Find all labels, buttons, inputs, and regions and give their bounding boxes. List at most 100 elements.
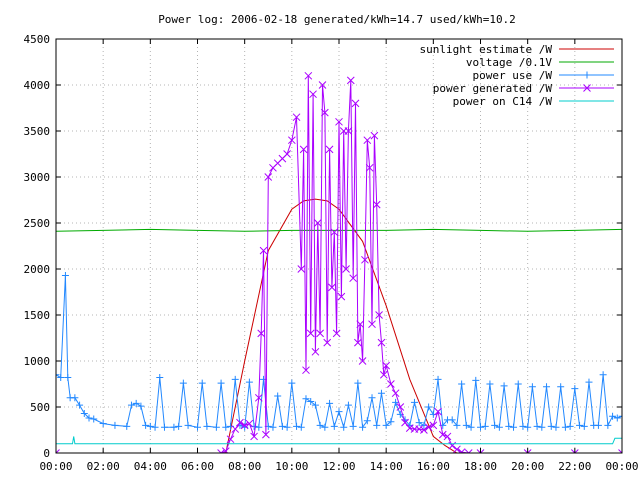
data-point (415, 425, 424, 433)
data-point (457, 448, 466, 453)
data-point (254, 393, 263, 402)
data-point (557, 383, 565, 391)
data-point (323, 338, 332, 347)
data-point (410, 398, 418, 406)
data-point (245, 378, 253, 386)
data-point (61, 271, 69, 279)
legend-label: power generated /W (433, 82, 553, 95)
data-point (203, 422, 211, 430)
data-point (198, 379, 206, 387)
data-point (137, 402, 145, 410)
data-point (382, 361, 391, 370)
legend-label: power on C14 /W (453, 95, 553, 108)
data-point (194, 423, 201, 431)
data-point (477, 423, 484, 431)
data-point (71, 394, 79, 402)
data-point (458, 380, 466, 388)
data-point (306, 329, 315, 338)
data-point (321, 423, 329, 431)
data-point (302, 395, 310, 403)
data-point (571, 385, 579, 393)
data-point (576, 421, 584, 429)
x-tick-label: 20:00 (511, 460, 544, 473)
x-tick-label: 22:00 (558, 460, 591, 473)
data-point (505, 422, 513, 430)
data-point (293, 422, 301, 430)
data-point (377, 389, 385, 397)
x-tick-label: 00:00 (605, 460, 638, 473)
data-point (179, 379, 187, 387)
data-point (429, 421, 438, 430)
data-point (226, 435, 235, 444)
data-point (304, 71, 313, 80)
data-point (481, 422, 489, 430)
data-point (217, 379, 225, 387)
data-point (212, 423, 220, 431)
data-point (335, 117, 343, 126)
data-point (387, 418, 395, 426)
data-point (405, 424, 414, 433)
data-point (361, 255, 369, 264)
data-point (434, 375, 442, 383)
data-point (297, 423, 305, 431)
data-point (330, 422, 338, 430)
data-point (325, 145, 334, 154)
data-point (363, 417, 371, 425)
data-point (283, 150, 291, 158)
data-point (375, 311, 383, 319)
data-point (99, 420, 107, 428)
data-point (583, 84, 591, 92)
data-point (283, 423, 291, 431)
data-point (401, 418, 409, 427)
y-tick-label: 0 (43, 447, 50, 460)
series-4 (56, 436, 622, 445)
data-point (424, 423, 433, 432)
x-tick-label: 16:00 (417, 460, 450, 473)
x-tick-label: 18:00 (464, 460, 497, 473)
data-point (524, 423, 532, 431)
data-point (613, 414, 621, 422)
data-point (318, 81, 327, 89)
data-point (618, 449, 622, 453)
data-point (443, 432, 452, 441)
data-point (344, 127, 353, 135)
series-line (56, 75, 622, 453)
data-point (80, 409, 88, 417)
data-point (111, 421, 119, 429)
data-point (354, 338, 362, 347)
data-point (287, 136, 296, 145)
data-point (396, 403, 405, 411)
data-point (307, 397, 315, 405)
data-point (618, 412, 622, 420)
data-point (368, 320, 376, 329)
data-point (604, 421, 612, 429)
data-point (344, 401, 352, 409)
x-tick-label: 12:00 (322, 460, 355, 473)
data-point (354, 379, 362, 387)
data-point (566, 422, 574, 430)
data-point (387, 380, 395, 388)
data-point (346, 76, 355, 85)
data-point (368, 394, 376, 402)
series-3 (56, 71, 622, 453)
data-point (175, 422, 183, 430)
data-point (231, 375, 239, 383)
data-point (351, 99, 360, 108)
data-point (320, 108, 329, 117)
data-point (146, 422, 154, 430)
data-point (609, 412, 617, 420)
data-point (585, 378, 593, 386)
data-point (365, 163, 374, 172)
data-point (500, 382, 508, 390)
data-point (599, 371, 607, 379)
data-point (594, 421, 602, 429)
data-point (184, 421, 192, 429)
series-0 (56, 198, 622, 453)
y-tick-label: 3000 (24, 171, 51, 184)
data-point (299, 145, 308, 154)
data-point (56, 449, 60, 453)
data-point (309, 90, 317, 99)
data-point (392, 398, 400, 406)
